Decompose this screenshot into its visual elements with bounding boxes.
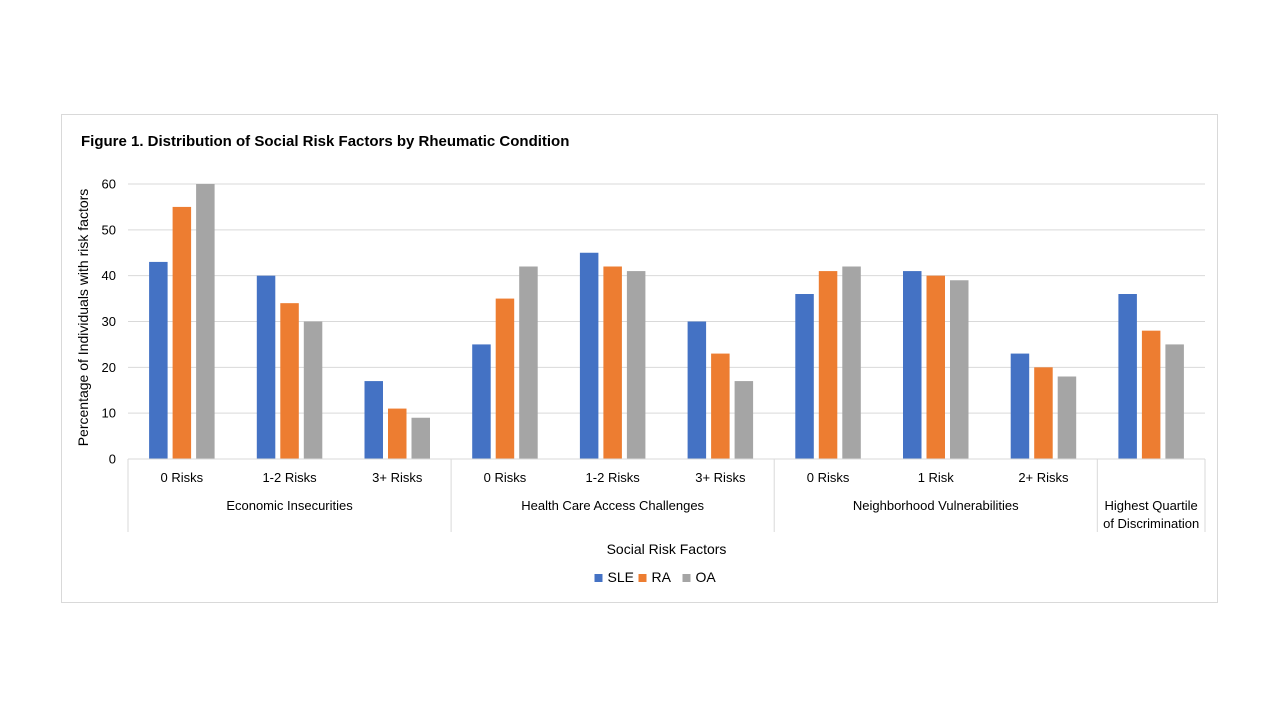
bar-sle bbox=[687, 321, 707, 459]
legend-label-oa: OA bbox=[696, 569, 717, 585]
bar-sle bbox=[903, 271, 922, 459]
bar-sle bbox=[795, 294, 814, 459]
x-group-label: of Discrimination bbox=[1103, 516, 1199, 531]
bar-oa bbox=[196, 184, 215, 459]
y-axis-title: Percentage of Individuals with risk fact… bbox=[75, 189, 91, 447]
legend-label-ra: RA bbox=[652, 569, 672, 585]
bar-oa bbox=[411, 417, 430, 459]
bar-oa bbox=[734, 381, 754, 459]
bar-chart: Figure 1. Distribution of Social Risk Fa… bbox=[75, 133, 1206, 585]
x-axis-title: Social Risk Factors bbox=[607, 541, 727, 557]
x-tick-label: 3+ Risks bbox=[695, 470, 746, 485]
bar-oa bbox=[950, 280, 969, 459]
x-group-label: Economic Insecurities bbox=[226, 498, 353, 513]
chart-frame: Figure 1. Distribution of Social Risk Fa… bbox=[61, 114, 1218, 603]
y-tick-label: 50 bbox=[102, 222, 116, 237]
legend-label-sle: SLE bbox=[608, 569, 634, 585]
y-tick-label: 20 bbox=[102, 360, 116, 375]
chart-title: Figure 1. Distribution of Social Risk Fa… bbox=[81, 133, 569, 150]
bar-ra bbox=[495, 298, 515, 459]
legend-swatch-oa bbox=[682, 574, 691, 582]
bar-ra bbox=[388, 408, 407, 459]
bar-oa bbox=[626, 271, 646, 459]
x-group-label: Highest Quartile bbox=[1105, 498, 1198, 513]
y-axis-ticks: 0 10 20 30 40 50 60 bbox=[102, 177, 116, 467]
legend-swatch-ra bbox=[638, 574, 647, 582]
bar-sle bbox=[1010, 353, 1030, 459]
x-group-label: Health Care Access Challenges bbox=[521, 498, 704, 513]
bar-sle bbox=[1118, 294, 1137, 459]
bar-ra bbox=[818, 271, 838, 459]
y-tick-label: 0 bbox=[109, 452, 116, 467]
bar-oa bbox=[842, 266, 861, 459]
bars bbox=[149, 184, 1184, 459]
bar-sle bbox=[149, 261, 168, 459]
x-tick-label: 1-2 Risks bbox=[262, 470, 317, 485]
x-axis: 0 Risks 1-2 Risks 3+ Risks 0 Risks 1-2 Risks… bbox=[127, 458, 1206, 532]
bar-ra bbox=[711, 353, 730, 459]
bar-oa bbox=[1165, 344, 1184, 459]
bar-oa bbox=[303, 321, 323, 459]
bar-ra bbox=[603, 266, 622, 459]
bar-oa bbox=[1057, 376, 1077, 459]
x-tick-label: 0 Risks bbox=[161, 470, 204, 485]
bar-sle bbox=[256, 275, 276, 459]
legend: SLE RA OA bbox=[594, 569, 717, 585]
bar-sle bbox=[364, 381, 383, 459]
bar-oa bbox=[519, 266, 538, 459]
bar-ra bbox=[280, 303, 299, 459]
x-tick-label: 3+ Risks bbox=[372, 470, 423, 485]
bar-ra bbox=[1141, 330, 1161, 459]
x-tick-label: 0 Risks bbox=[807, 470, 850, 485]
y-tick-label: 40 bbox=[102, 268, 116, 283]
x-group-label: Neighborhood Vulnerabilities bbox=[853, 498, 1019, 513]
x-tick-label: 1-2 Risks bbox=[586, 470, 641, 485]
bar-ra bbox=[926, 275, 945, 459]
bar-ra bbox=[172, 206, 192, 459]
bar-sle bbox=[579, 252, 599, 459]
y-tick-label: 30 bbox=[102, 314, 116, 329]
x-tick-label: 1 Risk bbox=[918, 470, 955, 485]
bar-sle bbox=[472, 344, 491, 459]
x-tick-label: 0 Risks bbox=[484, 470, 527, 485]
x-tick-label: 2+ Risks bbox=[1018, 470, 1069, 485]
bar-ra bbox=[1034, 367, 1053, 459]
y-tick-label: 10 bbox=[102, 406, 116, 421]
y-tick-label: 60 bbox=[102, 177, 116, 192]
legend-swatch-sle bbox=[594, 574, 603, 582]
